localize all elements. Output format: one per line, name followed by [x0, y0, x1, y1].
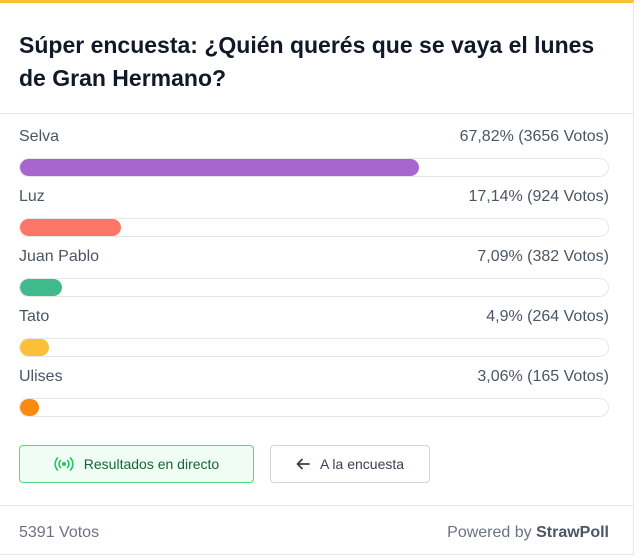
poll-option: Ulises 3,06% (165 Votos) — [19, 367, 609, 417]
back-to-poll-label: A la encuesta — [319, 456, 405, 472]
poll-option: Tato 4,9% (264 Votos) — [19, 307, 609, 357]
poll-option: Juan Pablo 7,09% (382 Votos) — [19, 247, 609, 297]
option-progress-track — [19, 278, 609, 297]
back-to-poll-button[interactable]: A la encuesta — [270, 445, 430, 483]
live-results-button[interactable]: Resultados en directo — [19, 445, 254, 483]
header-divider — [0, 113, 633, 114]
option-stat: 4,9% (264 Votos) — [486, 308, 609, 325]
option-stat: 17,14% (924 Votos) — [468, 188, 609, 205]
poll-title: Súper encuesta: ¿Quién querés que se vay… — [19, 32, 595, 91]
arrow-left-icon — [296, 458, 310, 470]
option-progress-track — [19, 218, 609, 237]
broadcast-icon — [54, 457, 74, 471]
option-stat: 7,09% (382 Votos) — [477, 248, 609, 265]
footer-divider — [0, 505, 633, 506]
poll-option: Selva 67,82% (3656 Votos) — [19, 127, 609, 177]
live-results-label: Resultados en directo — [83, 456, 220, 472]
option-stat: 3,06% (165 Votos) — [477, 368, 609, 385]
option-stat: 67,82% (3656 Votos) — [459, 128, 609, 145]
powered-by: Powered by StrawPoll — [447, 523, 609, 543]
option-label: Luz — [19, 188, 45, 205]
option-progress-fill — [20, 339, 49, 356]
option-progress-track — [19, 338, 609, 357]
option-label: Selva — [19, 128, 60, 145]
option-progress-track — [19, 398, 609, 417]
option-label: Juan Pablo — [19, 248, 100, 265]
option-progress-fill — [20, 159, 419, 176]
option-progress-fill — [20, 279, 62, 296]
poll-option: Luz 17,14% (924 Votos) — [19, 187, 609, 237]
option-progress-track — [19, 158, 609, 177]
option-label: Tato — [19, 308, 50, 325]
option-label: Ulises — [19, 368, 63, 385]
strawpoll-brand-link[interactable]: StrawPoll — [536, 524, 609, 541]
powered-by-text: Powered by — [447, 524, 532, 541]
option-progress-fill — [20, 219, 121, 236]
total-votes: 5391 Votos — [19, 524, 100, 541]
option-progress-fill — [20, 399, 39, 416]
